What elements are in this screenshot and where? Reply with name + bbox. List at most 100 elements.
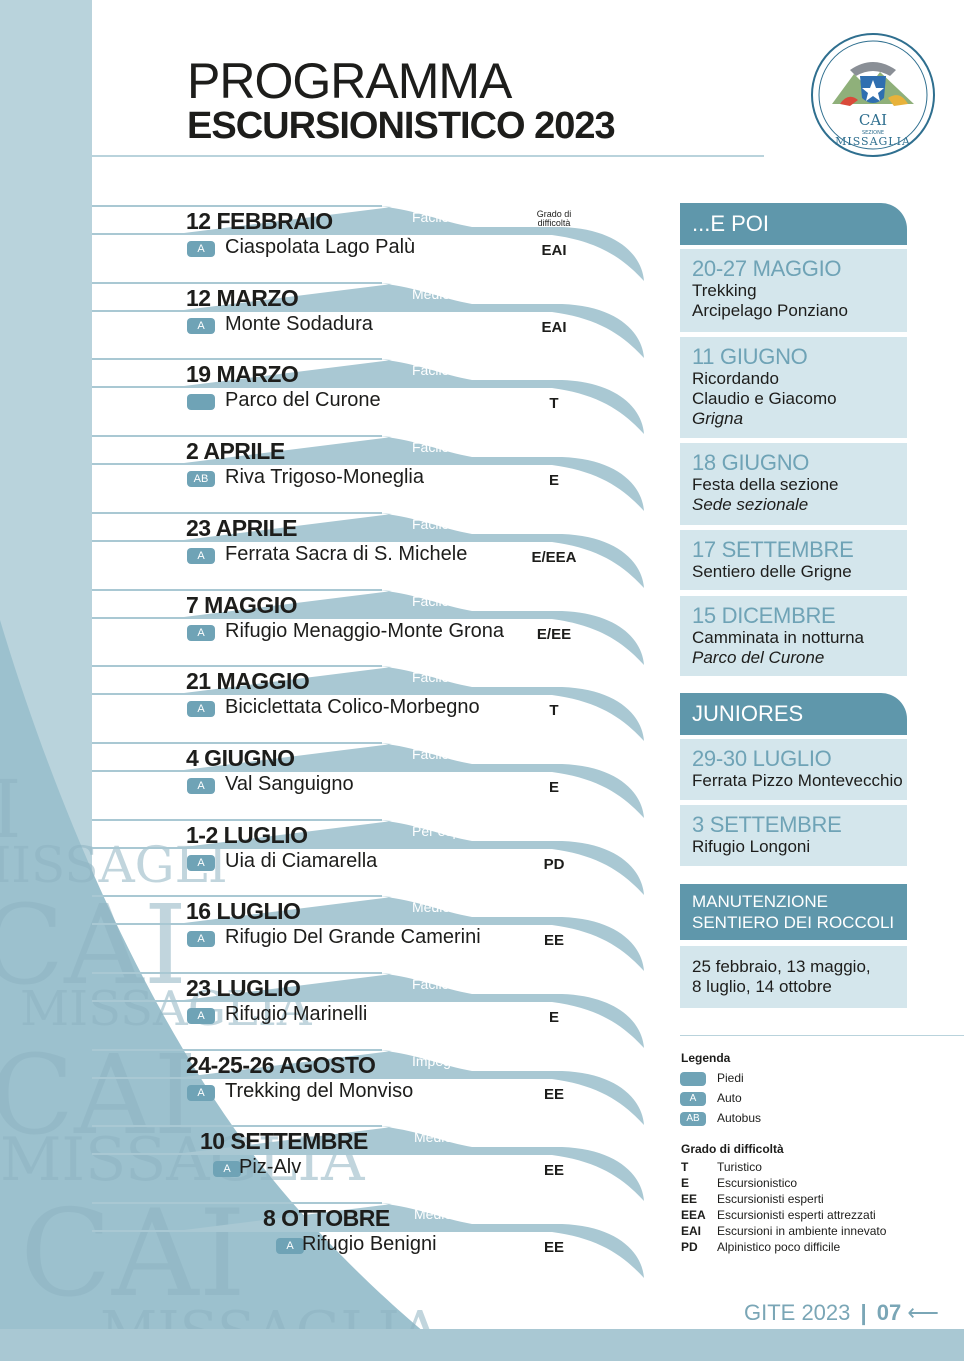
transport-badge: AB (187, 471, 215, 488)
difficulty-level: Facile (412, 976, 450, 992)
excursion-row: 2 APRILE Facile AB Riva Trigoso-Moneglia E (92, 435, 652, 512)
epoi-item: 11 GIUGNO Ricordando Claudio e Giacomo G… (680, 337, 907, 438)
juniores-item: 3 SETTEMBRE Rifugio Longoni (680, 805, 907, 866)
transport-badge: A (187, 317, 215, 334)
row-band-shape (92, 511, 644, 588)
excursion-row: 21 MAGGIO Facile A Biciclettata Colico-Morb… (92, 665, 652, 742)
epoi-item-date: 17 SETTEMBRE (692, 537, 854, 562)
manutenzione-heading: MANUTENZIONE SENTIERO DEI ROCCOLI (680, 884, 907, 940)
row-band-shape (92, 741, 644, 818)
difficulty-level: Impegnativa (412, 1052, 489, 1069)
difficulty-grade: PD (543, 855, 565, 873)
excursion-place: Trekking del Monviso (225, 1079, 414, 1102)
manutenzione-heading-line: MANUTENZIONE (692, 892, 828, 911)
title-line-2: ESCURSIONISTICO 2023 (187, 105, 616, 147)
excursion-date: 10 SETTEMBRE (200, 1128, 368, 1155)
difficulty-level: Medio impegno (412, 899, 508, 916)
page-number: 07 (876, 1300, 902, 1325)
epoi-item-line: Claudio e Giacomo (692, 389, 837, 408)
difficulty-grade: EE (543, 1162, 564, 1180)
excursion-date: 4 GIUGNO (186, 744, 295, 771)
excursion-date: 16 LUGLIO (186, 898, 301, 925)
excursion-row: 12 FEBBRAIO Facile A Ciaspolata Lago Palù EA… (92, 205, 652, 281)
excursion-place: Rifugio Benigni (302, 1233, 437, 1256)
excursion-date: 21 MAGGIO (186, 668, 310, 695)
back-arrow-icon[interactable]: ⟵ (907, 1300, 939, 1325)
page-footer: GITE 2023 | 07 ⟵ (744, 1300, 939, 1325)
legend-grade-label: Escursionisti esperti (717, 1192, 824, 1206)
excursion-place: Parco del Curone (225, 389, 381, 412)
legend-grade-code: E (681, 1176, 690, 1190)
excursion-row: 7 MAGGIO Facile/Medio impegno A Rifugio Men… (92, 588, 652, 665)
legend-grade-code: EEA (681, 1208, 706, 1222)
transport-badge: A (187, 1084, 215, 1101)
difficulty-level: Per esperti (412, 822, 480, 839)
legend-grade-label: Escursionistico (717, 1176, 798, 1190)
excursion-date: 23 APRILE (186, 514, 297, 541)
epoi-item-date: 11 GIUGNO (692, 344, 808, 369)
legend-divider (680, 1035, 964, 1036)
transport-badge: A (187, 777, 215, 794)
juniores-item: 29-30 LUGLIO Ferrata Pizzo Montevecchio (680, 739, 907, 800)
epoi-item-line: Festa della sezione (692, 475, 839, 494)
excursion-row: 19 MARZO Facile Parco del Curone T (92, 358, 652, 435)
excursion-row: 1-2 LUGLIO Per esperti A Uia di Ciamarella P… (92, 818, 652, 895)
legend-title: Legenda (681, 1051, 731, 1065)
excursion-date: 7 MAGGIO (186, 591, 298, 618)
row-band-shape (92, 1202, 644, 1279)
difficulty-grade: EE (543, 1239, 564, 1257)
juniores-item-date: 3 SETTEMBRE (692, 812, 842, 837)
excursion-date: 8 OTTOBRE (263, 1205, 390, 1232)
excursion-date: 1-2 LUGLIO (186, 821, 308, 848)
excursion-date: 19 MARZO (186, 361, 299, 388)
excursion-place: Ferrata Sacra di S. Michele (225, 542, 468, 565)
difficulty-grade: E (548, 1009, 559, 1026)
excursion-place: Riva Trigoso-Moneglia (225, 466, 424, 489)
excursion-place: Biciclettata Colico-Morbegno (225, 696, 480, 719)
row-band-shape (92, 281, 644, 358)
excursion-row: 23 APRILE Facile/Per esperti A Ferrata Sacr… (92, 511, 652, 588)
transport-badge: A (187, 624, 215, 641)
transport-badge: A (187, 547, 215, 564)
epoi-item: 18 GIUGNO Festa della sezione Sede sezio… (680, 443, 907, 525)
juniores-heading: JUNIORES (680, 693, 907, 735)
row-band-shape (92, 205, 644, 281)
legend-label: Auto (717, 1091, 742, 1105)
legend-grade-title: Grado di difficoltà (681, 1142, 784, 1156)
title-divider (92, 155, 764, 157)
row-band-shape (92, 895, 644, 972)
transport-badge: A (187, 701, 215, 718)
watermark-text: CAI (20, 1185, 246, 1324)
excursion-place: Val Sanguigno (225, 772, 354, 795)
watermark-text: CAI (0, 881, 188, 1009)
manutenzione-dates: 25 febbraio, 13 maggio, 8 luglio, 14 ott… (680, 946, 907, 1008)
epoi-item: 17 SETTEMBRE Sentiero delle Grigne (680, 530, 907, 590)
epoi-item-location: Grigna (692, 409, 744, 428)
juniores-item-line: Rifugio Longoni (692, 837, 811, 856)
excursion-place: Piz-Alv (239, 1156, 302, 1179)
transport-badge: A (276, 1238, 304, 1255)
cai-logo: CAI SEZIONE MISSAGLIA (811, 33, 935, 157)
difficulty-level: Facile/Medio impegno (412, 592, 549, 609)
difficulty-level: Medio impegno (414, 1129, 510, 1146)
excursion-row: 8 OTTOBRE Medio impegno A Rifugio Benigni EE (92, 1202, 652, 1279)
epoi-item: 15 DICEMBRE Camminata in notturna Parco … (680, 596, 907, 676)
watermark-text: I (0, 763, 22, 856)
legend-label: Piedi (717, 1071, 744, 1085)
difficulty-grade: E (548, 778, 559, 796)
epoi-item-date: 18 GIUGNO (692, 450, 810, 475)
difficulty-level: Facile (412, 669, 450, 686)
difficulty-grade: T (549, 702, 559, 720)
difficulty-grade: T (549, 395, 559, 413)
legend-grade-label: Turistico (717, 1160, 762, 1174)
legend-grade-code: T (681, 1160, 689, 1174)
row-band-shape (92, 665, 644, 742)
difficulty-level: Facile (412, 745, 450, 762)
difficulty-level: Facile/Per esperti (412, 515, 521, 532)
manutenzione-heading-line: SENTIERO DEI ROCCOLI (692, 913, 895, 932)
footer-label: GITE 2023 (744, 1300, 851, 1325)
excursion-date: 24-25-26 AGOSTO (186, 1051, 376, 1078)
difficulty-level: Medio impegno (414, 1206, 510, 1223)
logo-text: CAI (859, 111, 887, 129)
